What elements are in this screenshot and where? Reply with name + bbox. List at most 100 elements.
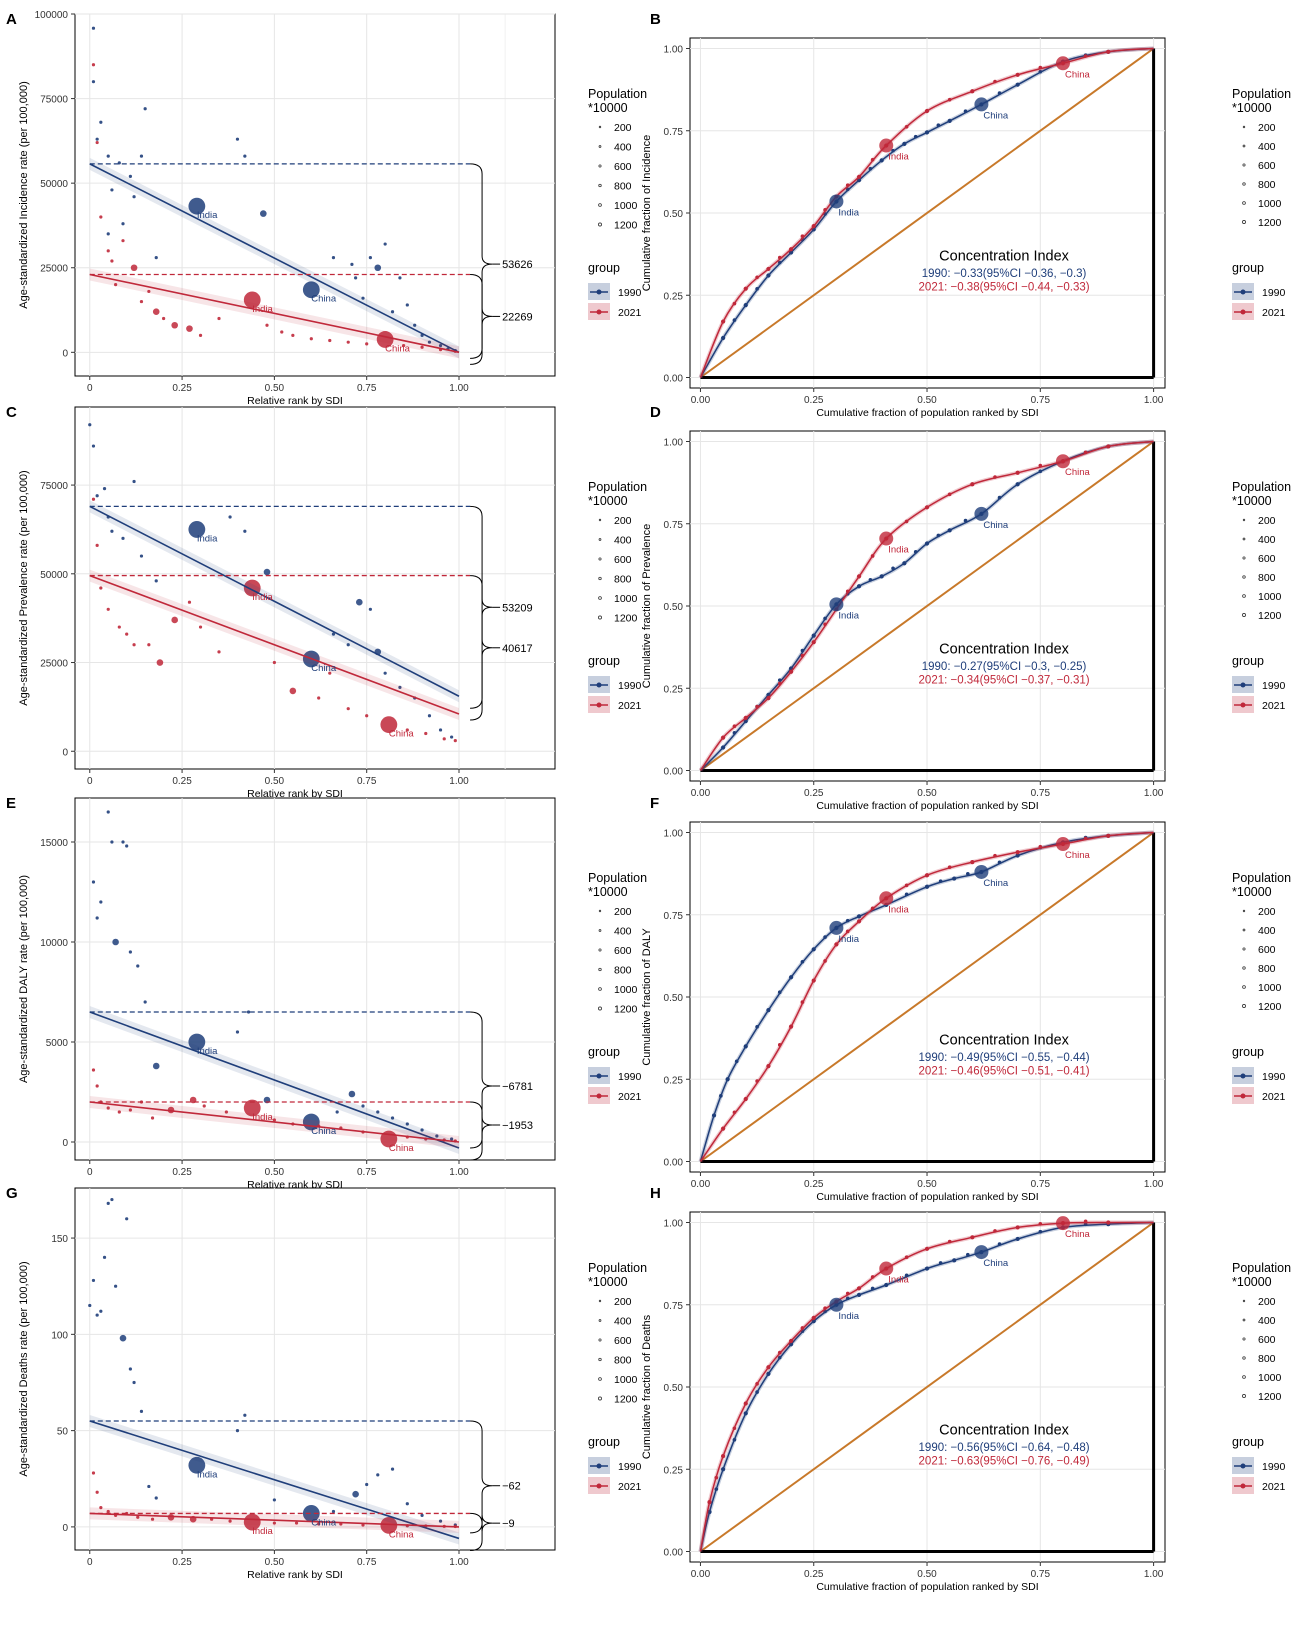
legend-size-dot <box>1242 1375 1246 1379</box>
data-point-2021 <box>150 1517 155 1521</box>
legend-size-dot <box>1242 1394 1246 1398</box>
data-point-1990 <box>95 1313 99 1317</box>
legend-size-dot <box>1242 201 1246 205</box>
curve-point-2021 <box>1083 450 1088 455</box>
curve-point-1990 <box>870 1286 875 1291</box>
data-point-2021 <box>289 687 297 695</box>
legend-population-title: Population <box>588 871 647 885</box>
data-point-1990 <box>235 137 240 141</box>
country-marker <box>974 864 989 879</box>
curve-point-2021 <box>947 97 952 102</box>
data-point-1990 <box>110 840 114 844</box>
data-point-1990 <box>413 323 417 327</box>
legend-group-label: 2021 <box>618 1091 642 1103</box>
legend-population-value: 1200 <box>614 1394 638 1406</box>
curve-point-1990 <box>891 566 895 571</box>
legend-size-dot <box>598 929 602 932</box>
curve-point-2021 <box>811 978 816 983</box>
curve-point-1990 <box>1015 853 1020 858</box>
data-point-1990 <box>106 810 110 814</box>
gap-brace-1990-label: −62 <box>502 1481 521 1493</box>
legend-size-dot <box>598 909 602 913</box>
curve-point-2021 <box>766 266 771 272</box>
curve-point-1990 <box>788 975 794 980</box>
data-point-1990 <box>368 607 372 611</box>
curve-point-2021 <box>970 89 975 94</box>
legend-group-title: group <box>1232 654 1264 668</box>
data-point-1990 <box>450 1137 454 1141</box>
tick-label-x: 0.00 <box>691 1569 711 1580</box>
data-point-1990 <box>361 1104 365 1108</box>
legend-size-dot <box>598 145 602 148</box>
data-point-1990 <box>136 964 140 968</box>
data-point-1990 <box>91 26 96 30</box>
curve-point-2021 <box>823 208 827 212</box>
data-point-1990 <box>390 1467 395 1471</box>
legend-population-title: Population <box>1232 87 1291 101</box>
curve-point-1990 <box>721 335 726 341</box>
data-point-2021 <box>243 291 261 309</box>
legend-population-value: 600 <box>1258 944 1276 956</box>
country-marker <box>879 1261 894 1276</box>
tick-label-y: 100000 <box>35 10 69 21</box>
curve-point-2021 <box>970 1235 975 1240</box>
axis-title-y: Cumulative fraction of Prevalence <box>641 524 653 688</box>
data-point-1990 <box>121 222 125 226</box>
data-point-1990 <box>88 423 92 427</box>
curve-point-2021 <box>743 1096 748 1102</box>
legend-population-value: 1000 <box>614 984 638 996</box>
curve-point-2021 <box>777 1350 782 1355</box>
legend-population-subtitle: *10000 <box>588 101 628 115</box>
legend-size-dot <box>598 948 602 952</box>
data-point-1990 <box>438 1519 443 1523</box>
legend-population-value: 800 <box>614 181 632 193</box>
tick-label-y: 1.00 <box>664 45 684 56</box>
legend-population-value: 1200 <box>614 1004 638 1016</box>
curve-point-1990 <box>711 1113 717 1118</box>
data-point-1990 <box>91 80 96 84</box>
curve-point-1990 <box>924 1266 930 1271</box>
data-point-2021 <box>125 632 129 636</box>
data-point-1990 <box>243 529 247 533</box>
curve-point-1990 <box>755 1390 759 1394</box>
legend-group-label: 1990 <box>618 287 642 299</box>
curve-point-2021 <box>732 1110 737 1115</box>
country-label: China <box>389 1143 415 1154</box>
tick-label-y: 25000 <box>40 659 68 670</box>
plot-frame <box>74 13 556 377</box>
country-marker <box>974 97 989 112</box>
curve-point-1990 <box>734 1059 739 1064</box>
curve-point-1990 <box>1038 69 1043 74</box>
tick-label-y: 1.00 <box>664 829 684 840</box>
country-label: India <box>197 1469 218 1480</box>
data-point-1990 <box>99 120 103 124</box>
tick-label-x: 1.00 <box>449 1557 469 1568</box>
country-label: India <box>888 904 909 915</box>
legend-group-label: 2021 <box>1262 307 1286 319</box>
data-point-1990 <box>450 735 454 739</box>
data-point-2021 <box>380 1516 398 1534</box>
legend-population-value: 800 <box>614 574 632 586</box>
data-point-2021 <box>243 1513 261 1531</box>
legend-size-dot <box>598 1396 602 1401</box>
legend-population-value: 200 <box>614 515 632 527</box>
data-point-1990 <box>154 1496 158 1500</box>
legend-group-dot <box>596 1463 602 1469</box>
data-point-2021 <box>91 63 96 67</box>
legend-group-dot <box>1240 1093 1246 1099</box>
curve-point-2021 <box>1083 54 1088 58</box>
curve-point-1990 <box>947 118 952 123</box>
tick-label-x: 0.50 <box>917 1569 937 1580</box>
tick-label-x: 0.00 <box>691 395 711 406</box>
data-point-1990 <box>91 880 96 884</box>
curve-point-1990 <box>1015 1236 1020 1242</box>
legend-size-dot <box>598 125 602 129</box>
curve-point-2021 <box>766 1063 771 1069</box>
data-point-2021 <box>114 283 118 287</box>
tick-label-x: 0.75 <box>1031 1569 1051 1580</box>
tick-label-y: 0.75 <box>664 127 684 138</box>
data-point-2021 <box>162 316 166 321</box>
tick-label-y: 0.75 <box>664 911 684 922</box>
curve-point-2021 <box>904 124 909 129</box>
curve-point-2021 <box>870 554 875 558</box>
